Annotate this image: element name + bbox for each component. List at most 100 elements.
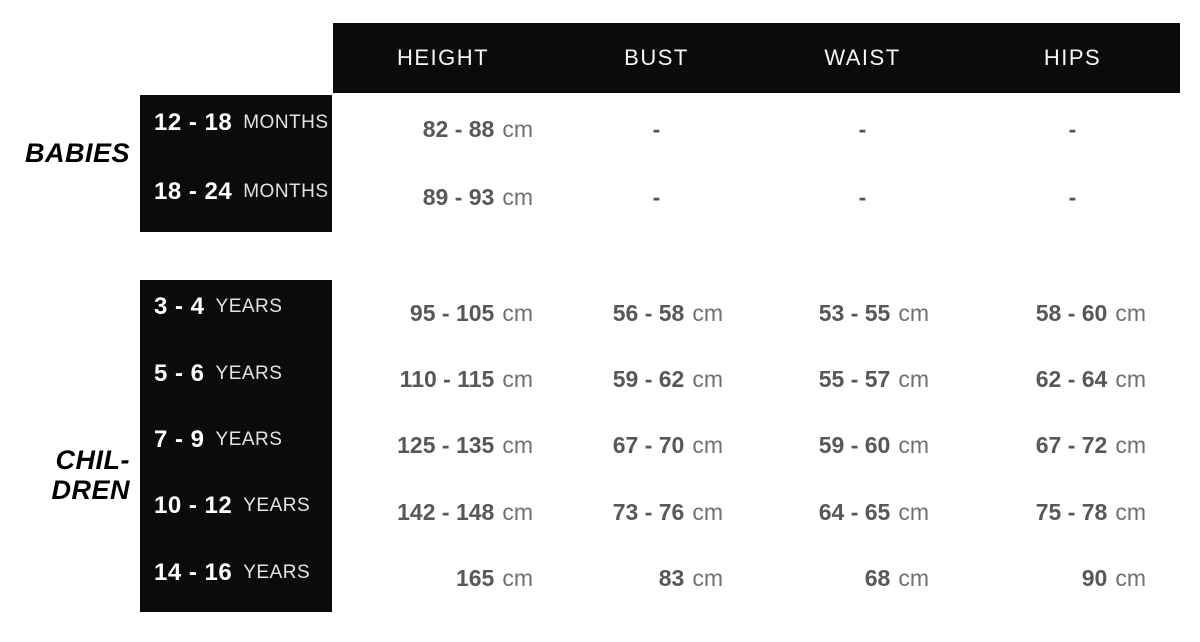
- value-cell-hips: 62 - 64 cm: [965, 346, 1180, 412]
- value-cell-bust: -: [553, 164, 760, 233]
- value-cell-bust: 83 cm: [553, 546, 760, 612]
- value-cell-height: 95 - 105 cm: [333, 280, 553, 346]
- value-unit: cm: [502, 498, 533, 525]
- value-unit: cm: [502, 366, 533, 393]
- value-unit: cm: [692, 366, 723, 393]
- group-label-text-line1: CHIL-: [55, 444, 130, 475]
- value-cell-waist: 64 - 65 cm: [760, 479, 965, 545]
- age-range: 7 - 9: [154, 426, 205, 454]
- value-unit: cm: [502, 115, 533, 142]
- babies-values-grid: 82 - 88 cm - - - 89 - 93 cm - - -: [333, 95, 1180, 232]
- age-range-unit: YEARS: [215, 429, 283, 451]
- value-cell-hips: -: [965, 95, 1180, 164]
- value-number: 73 - 76: [612, 498, 685, 525]
- empty-value-dash: -: [858, 115, 867, 142]
- value-number: 90: [1081, 565, 1108, 592]
- value-cell-height: 82 - 88 cm: [333, 95, 553, 164]
- age-row-12-18-months: 12 - 18 MONTHS: [140, 89, 332, 158]
- value-unit: cm: [502, 565, 533, 592]
- value-unit: cm: [898, 498, 929, 525]
- age-range-unit: YEARS: [215, 296, 283, 318]
- value-number: 82 - 88: [422, 115, 495, 142]
- value-cell-height: 125 - 135 cm: [333, 413, 553, 479]
- value-unit: cm: [898, 299, 929, 326]
- value-cell-waist: -: [760, 95, 965, 164]
- babies-age-block: 12 - 18 MONTHS 18 - 24 MONTHS: [140, 95, 332, 232]
- value-cell-waist: 59 - 60 cm: [760, 413, 965, 479]
- value-unit: cm: [502, 432, 533, 459]
- age-range: 10 - 12: [154, 492, 233, 520]
- age-range: 12 - 18: [154, 109, 233, 137]
- value-cell-waist: -: [760, 164, 965, 233]
- age-range-unit: MONTHS: [243, 112, 329, 134]
- value-number: 95 - 105: [409, 299, 495, 326]
- age-range-unit: YEARS: [215, 362, 283, 384]
- value-cell-hips: 90 cm: [965, 546, 1180, 612]
- value-cell-height: 165 cm: [333, 546, 553, 612]
- group-label-babies: BABIES: [0, 95, 130, 232]
- column-header-waist: WAIST: [824, 45, 901, 70]
- age-row-5-6-years: 5 - 6 YEARS: [140, 340, 332, 406]
- value-unit: cm: [502, 184, 533, 211]
- value-number: 110 - 115: [399, 366, 495, 393]
- value-cell-hips: -: [965, 164, 1180, 233]
- column-header-hips: HIPS: [1043, 45, 1102, 70]
- group-label-children: CHIL- DREN: [0, 280, 130, 612]
- value-cell-bust: -: [553, 95, 760, 164]
- value-number: 165: [455, 565, 495, 592]
- group-label-text-line2: DREN: [51, 475, 130, 505]
- value-unit: cm: [1115, 299, 1146, 326]
- empty-value-dash: -: [652, 184, 661, 211]
- value-cell-bust: 73 - 76 cm: [553, 479, 760, 545]
- children-values-grid: 95 - 105 cm 56 - 58 cm 53 - 55 cm 58 - 6…: [333, 280, 1180, 612]
- value-unit: cm: [692, 299, 723, 326]
- empty-value-dash: -: [1068, 115, 1077, 142]
- value-number: 53 - 55: [818, 299, 891, 326]
- value-number: 75 - 78: [1035, 498, 1108, 525]
- value-cell-bust: 59 - 62 cm: [553, 346, 760, 412]
- value-unit: cm: [1115, 432, 1146, 459]
- children-age-block: 3 - 4 YEARS 5 - 6 YEARS 7 - 9 YEARS 10 -…: [140, 280, 332, 612]
- empty-value-dash: -: [1068, 184, 1077, 211]
- value-cell-hips: 67 - 72 cm: [965, 413, 1180, 479]
- value-cell-height: 89 - 93 cm: [333, 164, 553, 233]
- value-number: 59 - 60: [818, 432, 891, 459]
- value-number: 142 - 148: [397, 498, 495, 525]
- age-range: 3 - 4: [154, 293, 205, 321]
- value-unit: cm: [898, 432, 929, 459]
- value-number: 67 - 72: [1035, 432, 1108, 459]
- age-range: 14 - 16: [154, 558, 233, 586]
- value-cell-height: 142 - 148 cm: [333, 479, 553, 545]
- value-cell-hips: 75 - 78 cm: [965, 479, 1180, 545]
- age-range: 5 - 6: [154, 359, 205, 387]
- value-unit: cm: [1115, 565, 1146, 592]
- value-cell-bust: 67 - 70 cm: [553, 413, 760, 479]
- column-header-bust: BUST: [624, 45, 689, 70]
- age-range-unit: MONTHS: [243, 180, 329, 202]
- age-row-3-4-years: 3 - 4 YEARS: [140, 274, 332, 340]
- column-header-height: HEIGHT: [396, 45, 490, 70]
- age-range-unit: YEARS: [243, 561, 311, 583]
- value-cell-bust: 56 - 58 cm: [553, 280, 760, 346]
- age-row-7-9-years: 7 - 9 YEARS: [140, 407, 332, 473]
- value-unit: cm: [692, 565, 723, 592]
- value-number: 59 - 62: [612, 366, 685, 393]
- value-cell-waist: 55 - 57 cm: [760, 346, 965, 412]
- value-cell-waist: 53 - 55 cm: [760, 280, 965, 346]
- value-unit: cm: [898, 366, 929, 393]
- age-row-14-16-years: 14 - 16 YEARS: [140, 540, 332, 606]
- value-number: 56 - 58: [612, 299, 685, 326]
- empty-value-dash: -: [858, 184, 867, 211]
- value-cell-height: 110 - 115 cm: [333, 346, 553, 412]
- age-row-10-12-years: 10 - 12 YEARS: [140, 473, 332, 539]
- value-number: 58 - 60: [1035, 299, 1108, 326]
- value-number: 83: [658, 565, 685, 592]
- age-range-unit: YEARS: [243, 495, 311, 517]
- value-cell-hips: 58 - 60 cm: [965, 280, 1180, 346]
- group-label-text: BABIES: [24, 138, 130, 169]
- value-number: 89 - 93: [422, 184, 495, 211]
- value-unit: cm: [692, 432, 723, 459]
- value-number: 64 - 65: [818, 498, 891, 525]
- value-unit: cm: [502, 299, 533, 326]
